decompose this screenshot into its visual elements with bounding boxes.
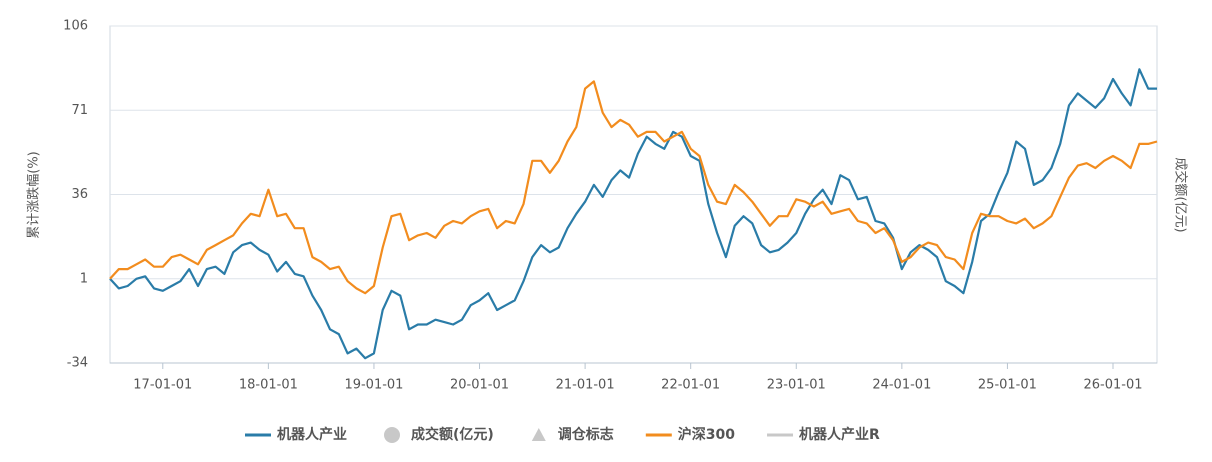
x-tick-label: 22-01-01 [661, 378, 720, 393]
x-tick-label: 19-01-01 [344, 378, 403, 393]
legend-label[interactable]: 成交额(亿元) [411, 426, 494, 443]
x-tick-label: 24-01-01 [872, 378, 931, 393]
y-tick-label: 36 [71, 187, 88, 202]
series-line [109, 68, 1157, 360]
legend-label[interactable]: 机器人产业 [277, 426, 347, 443]
x-tick-label: 26-01-01 [1084, 378, 1143, 393]
x-tick-label: 25-01-01 [978, 378, 1037, 393]
x-tick-label: 23-01-01 [767, 378, 826, 393]
legend-label[interactable]: 机器人产业R [799, 426, 880, 443]
y-tick-label: 71 [71, 103, 88, 118]
series-line [109, 80, 1158, 295]
y-axis-label: 累计涨跌幅(%) [26, 151, 42, 239]
y-tick-label: 1 [80, 271, 88, 286]
x-tick-label: 17-01-01 [133, 378, 192, 393]
legend-marker [531, 428, 546, 441]
legend: 机器人产业 成交额(亿元) 调仓标志 沪深300 机器人产业R [245, 426, 880, 443]
y-tick-label: 106 [63, 19, 88, 34]
x-tick-label: 21-01-01 [556, 378, 615, 393]
x-tick-label: 20-01-01 [450, 378, 509, 393]
y2-axis-label: 成交额(亿元) [1173, 157, 1189, 232]
y-tick-label: -34 [67, 356, 88, 371]
x-tick-label: 18-01-01 [239, 378, 298, 393]
legend-label[interactable]: 沪深300 [678, 426, 735, 443]
legend-marker [384, 427, 400, 443]
legend-label[interactable]: 调仓标志 [558, 426, 614, 443]
